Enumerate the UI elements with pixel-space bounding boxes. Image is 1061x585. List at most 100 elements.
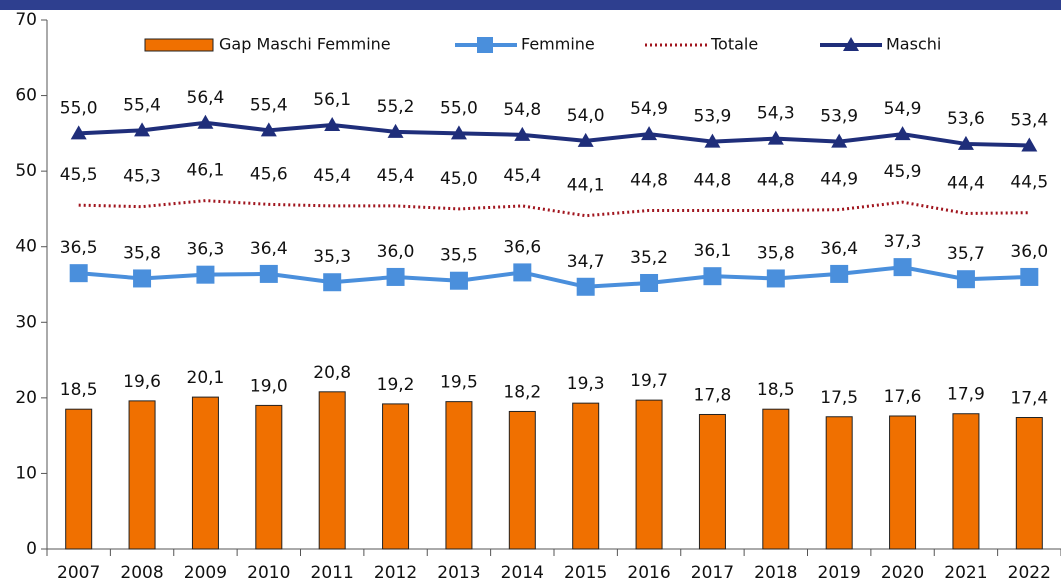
x-tick-label: 2011 (311, 563, 354, 583)
data-label: 53,4 (1010, 110, 1048, 130)
data-label: 54,8 (503, 100, 541, 120)
x-tick-label: 2012 (374, 563, 417, 583)
legend-label: Totale (710, 35, 758, 54)
data-label: 35,3 (313, 247, 351, 267)
bar (508, 410, 536, 550)
marker (134, 122, 151, 137)
marker (640, 273, 659, 292)
data-label: 55,2 (377, 97, 415, 117)
marker (197, 114, 214, 129)
marker (957, 135, 974, 150)
line (78, 265, 1030, 289)
bar (382, 403, 410, 550)
data-label: 37,3 (884, 232, 922, 252)
data-label: 44,9 (820, 170, 858, 190)
marker (703, 267, 722, 286)
data-label: 19,2 (377, 375, 415, 395)
data-label: 55,4 (123, 95, 161, 115)
bar (825, 416, 853, 550)
bar (889, 415, 917, 550)
marker (767, 130, 784, 145)
data-label: 54,9 (884, 99, 922, 119)
data-label: 45,4 (377, 166, 415, 186)
data-label: 35,8 (757, 243, 795, 263)
data-label: 55,4 (250, 95, 288, 115)
data-label: 56,4 (187, 88, 225, 108)
data-label: 17,9 (947, 385, 985, 405)
marker (514, 126, 531, 141)
data-label: 36,6 (503, 237, 541, 257)
x-tick-label: 2013 (437, 563, 480, 583)
data-label: 45,4 (503, 166, 541, 186)
data-label: 18,5 (757, 380, 795, 400)
data-label: 19,7 (630, 371, 668, 391)
y-tick-label: 30 (15, 312, 37, 332)
legend-marker (843, 37, 859, 51)
bar (635, 399, 663, 550)
data-label: 45,6 (250, 164, 288, 184)
marker (704, 133, 721, 148)
data-label: 55,0 (440, 98, 478, 118)
bar (65, 408, 93, 550)
marker (386, 267, 405, 286)
marker (324, 117, 341, 132)
y-tick-label: 10 (15, 463, 37, 483)
marker (513, 263, 532, 282)
y-tick-label: 20 (15, 388, 37, 408)
x-tick-label: 2009 (184, 563, 227, 583)
data-label: 18,2 (503, 382, 541, 402)
line (78, 199, 1030, 218)
legend-label: Maschi (886, 35, 941, 54)
x-tick-label: 2008 (120, 563, 163, 583)
data-label: 55,0 (60, 98, 98, 118)
marker (450, 125, 467, 140)
data-label: 54,3 (757, 104, 795, 124)
y-tick-label: 50 (15, 161, 37, 181)
data-label: 44,8 (757, 170, 795, 190)
data-label: 17,5 (820, 388, 858, 408)
data-label: 44,5 (1010, 173, 1048, 193)
data-label: 20,8 (313, 363, 351, 383)
data-label: 53,9 (694, 107, 732, 127)
y-tick-label: 40 (15, 237, 37, 257)
marker (133, 269, 152, 288)
data-label: 17,4 (1010, 389, 1048, 409)
data-label: 35,7 (947, 244, 985, 264)
x-tick-label: 2020 (881, 563, 924, 583)
bar (318, 391, 346, 550)
y-tick-label: 0 (26, 539, 37, 559)
legend-swatch (144, 38, 214, 52)
data-label: 17,8 (694, 385, 732, 405)
data-label: 44,8 (630, 170, 668, 190)
x-tick-label: 2016 (627, 563, 670, 583)
data-label: 18,5 (60, 380, 98, 400)
bar (698, 413, 726, 550)
x-tick-label: 2019 (818, 563, 861, 583)
x-tick-label: 2022 (1008, 563, 1051, 583)
data-label: 36,1 (694, 241, 732, 261)
data-label: 45,4 (313, 166, 351, 186)
data-label: 36,5 (60, 238, 98, 258)
marker (641, 126, 658, 141)
data-label: 44,8 (694, 170, 732, 190)
marker (259, 264, 278, 283)
data-label: 35,5 (440, 246, 478, 266)
data-label: 53,9 (820, 107, 858, 127)
data-label: 36,4 (820, 239, 858, 259)
data-label: 35,2 (630, 248, 668, 268)
marker (577, 132, 594, 147)
data-label: 19,6 (123, 372, 161, 392)
data-label: 19,3 (567, 374, 605, 394)
y-tick-label: 70 (15, 10, 37, 30)
x-tick-label: 2017 (691, 563, 734, 583)
bar (762, 408, 790, 550)
data-label: 19,0 (250, 376, 288, 396)
marker (831, 133, 848, 148)
bar (952, 413, 980, 550)
marker (387, 123, 404, 138)
marker (830, 264, 849, 283)
legend-label: Gap Maschi Femmine (219, 35, 391, 54)
marker (260, 122, 277, 137)
marker (956, 270, 975, 289)
marker (576, 277, 595, 296)
